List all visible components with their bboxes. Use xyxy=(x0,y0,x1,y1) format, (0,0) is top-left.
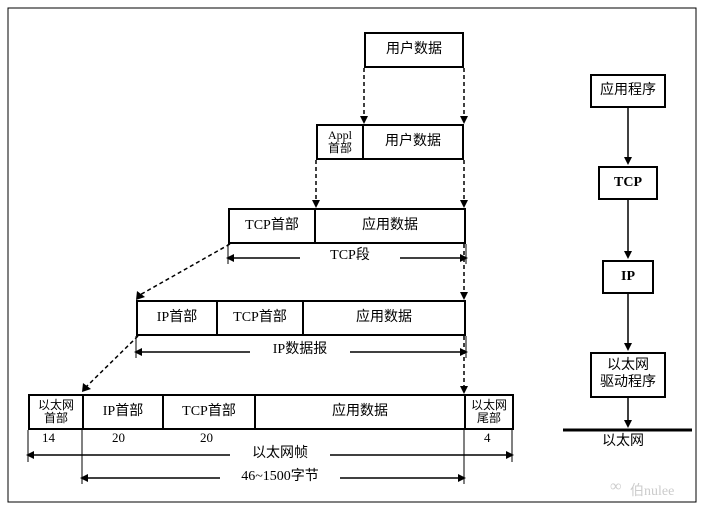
right-app: 应用程序 xyxy=(590,74,666,108)
t: 应用数据 xyxy=(332,404,388,421)
r3-span: TCP段 xyxy=(300,248,400,265)
r4-appdata: 应用数据 xyxy=(302,300,466,336)
r5-ethhdr: 以太网 首部 xyxy=(28,394,84,430)
r3-appdata: 应用数据 xyxy=(314,208,466,244)
r5-iphdr: IP首部 xyxy=(82,394,164,430)
t: IP数据报 xyxy=(273,342,327,357)
t: 用户数据 xyxy=(385,134,441,151)
t: 应用数据 xyxy=(356,310,412,327)
r4-tcphdr: TCP首部 xyxy=(216,300,304,336)
t: 以太网 尾部 xyxy=(471,399,507,425)
right-drv: 以太网 驱动程序 xyxy=(590,352,666,398)
r4-span: IP数据报 xyxy=(250,342,350,359)
r3-tcphdr: TCP首部 xyxy=(228,208,316,244)
t: IP首部 xyxy=(103,404,143,421)
t: TCP首部 xyxy=(182,404,236,421)
right-eth: 以太网 xyxy=(602,434,644,451)
t: 应用数据 xyxy=(362,218,418,235)
r2-userdata: 用户数据 xyxy=(362,124,464,160)
r5-ethtr: 以太网 尾部 xyxy=(464,394,514,430)
s20b: 20 xyxy=(200,430,213,446)
s4: 4 xyxy=(484,430,491,446)
r2-appl: Appl 首部 xyxy=(316,124,364,160)
r5-appdata: 应用数据 xyxy=(254,394,466,430)
span5: 以太网帧 xyxy=(230,446,330,463)
t: IP首部 xyxy=(157,310,197,327)
t: Appl 首部 xyxy=(328,129,352,155)
t: 以太网 首部 xyxy=(38,399,74,425)
r5-tcphdr: TCP首部 xyxy=(162,394,256,430)
right-tcp: TCP xyxy=(598,166,658,200)
watermark-icon: ∞ xyxy=(610,478,621,496)
s14: 14 xyxy=(42,430,55,446)
t: TCP首部 xyxy=(245,218,299,235)
s20a: 20 xyxy=(112,430,125,446)
r4-iphdr: IP首部 xyxy=(136,300,218,336)
r1-userdata: 用户数据 xyxy=(364,32,464,68)
watermark-text: 伯nulee xyxy=(630,480,674,500)
t: TCP首部 xyxy=(233,310,287,327)
t: TCP段 xyxy=(330,248,370,263)
right-ip: IP xyxy=(602,260,654,294)
t: 用户数据 xyxy=(386,42,442,59)
span-bytes: 46~1500字节 xyxy=(220,469,340,486)
